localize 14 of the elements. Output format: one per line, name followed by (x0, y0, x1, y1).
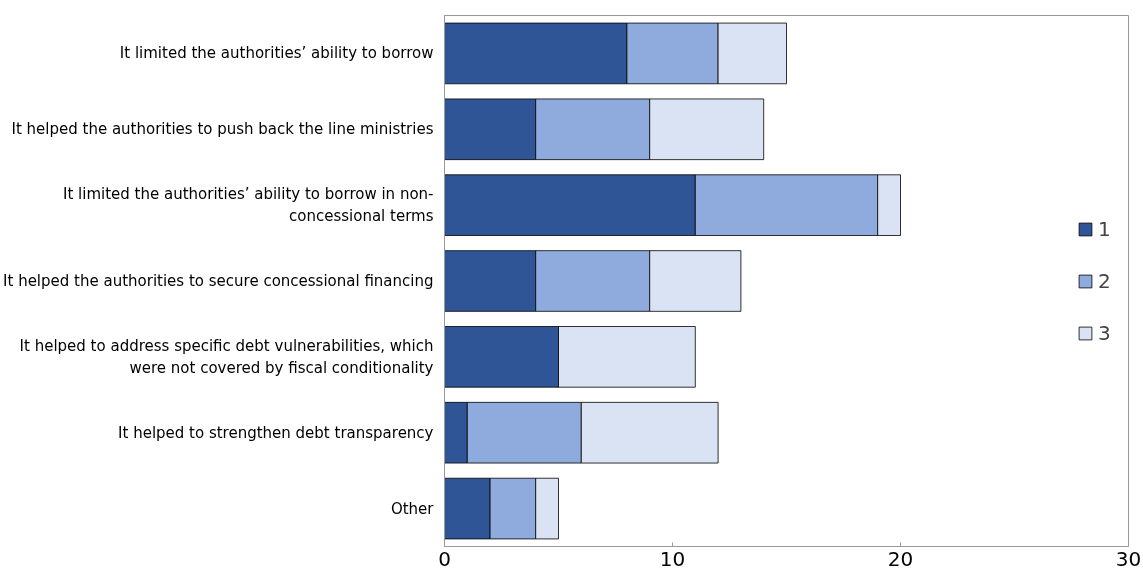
legend-label: 3 (1098, 320, 1112, 345)
y-tick-label: It helped to strengthen debt transparency (118, 423, 434, 442)
y-tick-label: It helped to address specific debt vulnerabilities, which were not covered by fiscal conditionality (19, 337, 434, 377)
y-tick-label: It helped the authorities to secure concessional financing (3, 272, 434, 290)
y-tick-label: It helped the authorities to push back the line ministries (11, 120, 434, 139)
legend-label: 1 (1098, 216, 1112, 241)
x-tick-label: 20 (887, 546, 914, 568)
y-tick-label: It limited the authorities’ ability to borrow (119, 44, 434, 63)
y-tick-label: Other (390, 499, 435, 518)
x-tick-label: 10 (659, 546, 686, 568)
y-tick-label: It limited the authorities’ ability to borrow in non-concessional terms (63, 185, 434, 225)
x-tick-label: 30 (1115, 546, 1142, 568)
legend-label: 2 (1098, 268, 1112, 293)
x-tick-label: 0 (438, 546, 451, 568)
